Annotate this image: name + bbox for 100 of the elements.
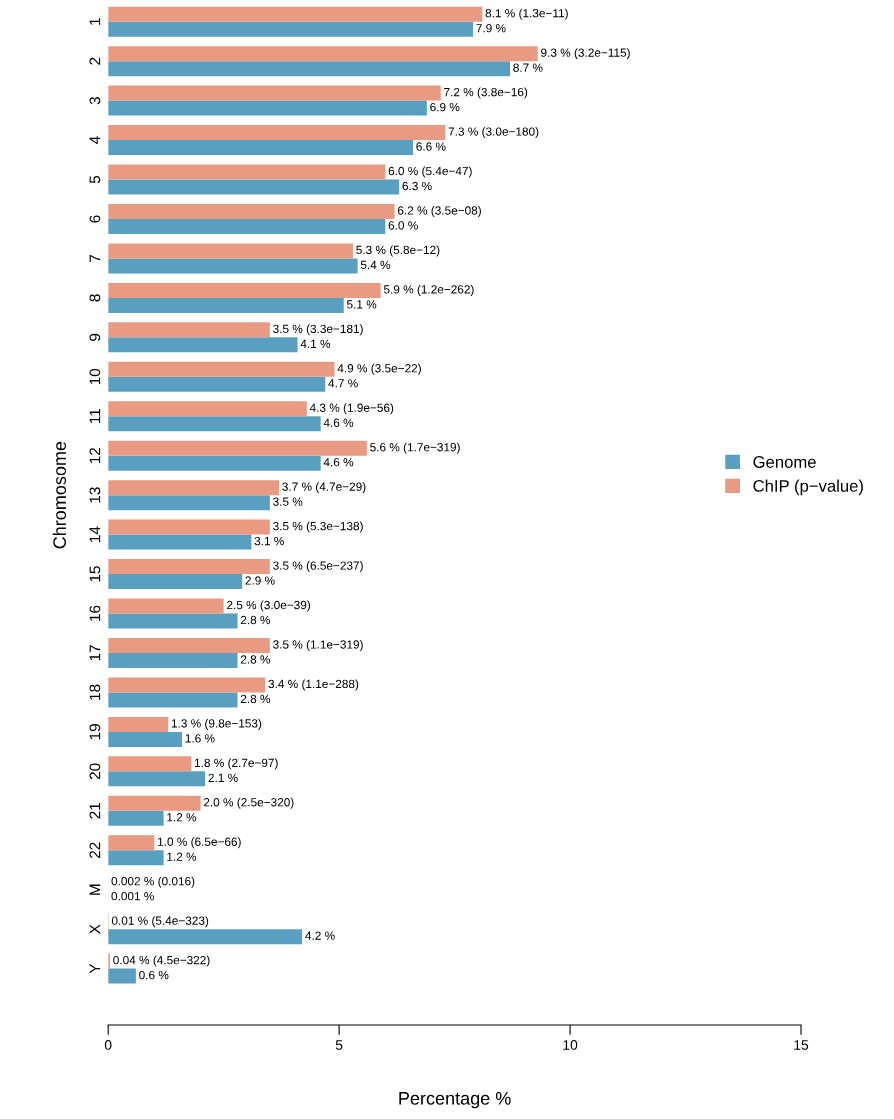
- data-label: 6.3 %: [402, 181, 432, 191]
- bar: [108, 929, 303, 945]
- x-tick-label: 15: [794, 1040, 809, 1050]
- y-tick-label: 16: [89, 605, 101, 621]
- data-label: 8.7 %: [513, 63, 543, 72]
- bar: [108, 771, 206, 787]
- data-label: 8.1 % (1.3e−11): [485, 8, 568, 20]
- data-label: 1.6 %: [185, 734, 215, 743]
- data-label: 2.8 %: [240, 655, 271, 664]
- y-tick-label: 10: [89, 368, 101, 385]
- data-label: 7.9 %: [476, 24, 506, 33]
- data-label: 0.6 %: [139, 970, 169, 980]
- bar: [108, 440, 367, 456]
- data-label: 1.8 % (2.7e−97): [194, 758, 278, 770]
- data-label: 3.1 %: [254, 536, 284, 546]
- bar: [108, 322, 270, 338]
- y-tick-label: 1: [89, 18, 101, 25]
- x-tick-label: 10: [563, 1039, 578, 1050]
- bar: [108, 850, 164, 866]
- bar: [108, 203, 395, 219]
- bar: [108, 598, 224, 614]
- y-tick-label: 17: [89, 645, 101, 661]
- bar: [108, 677, 266, 693]
- y-tick-label: 20: [89, 763, 101, 780]
- legend-label: Genome: [753, 456, 816, 468]
- data-label: 0.002 % (0.016): [111, 876, 195, 888]
- data-label: 5.6 % (1.7e−319): [370, 442, 460, 454]
- y-tick-label: 7: [89, 254, 101, 262]
- bar: [108, 361, 335, 377]
- bar: [108, 218, 386, 234]
- data-label: 5.1 %: [346, 300, 377, 309]
- bar: [108, 559, 270, 575]
- bar: [108, 574, 243, 590]
- bar: [108, 613, 238, 629]
- bar: [108, 297, 344, 313]
- data-label: 1.2 %: [167, 852, 197, 861]
- bar: [108, 835, 155, 851]
- data-label: 3.5 %: [273, 497, 303, 506]
- y-tick-label: 13: [89, 487, 101, 503]
- data-label: 3.7 % (4.7e−29): [282, 482, 366, 494]
- bar: [108, 810, 164, 826]
- bar: [108, 652, 238, 668]
- bar: [108, 376, 326, 392]
- legend-label: ChIP (p−value): [753, 479, 863, 496]
- bar: [108, 637, 270, 653]
- y-tick-label: 5: [89, 175, 101, 184]
- data-label: 7.2 % (3.8e−16): [444, 87, 528, 99]
- data-label: 3.5 % (5.3e−138): [273, 521, 363, 533]
- data-label: 6.2 % (3.5e−08): [397, 205, 481, 217]
- data-label: 3.4 % (1.1e−288): [268, 679, 359, 691]
- data-label: 9.3 % (3.2e−115): [541, 48, 630, 60]
- data-label: 6.9 %: [430, 102, 460, 112]
- y-tick-label: 4: [89, 136, 101, 144]
- bar: [108, 282, 381, 298]
- y-tick-label: 11: [89, 409, 101, 424]
- y-axis-title: Chromosome: [52, 441, 67, 549]
- bar: [108, 534, 252, 550]
- x-tick-label: 0: [104, 1039, 112, 1050]
- bar: [108, 756, 192, 772]
- bar: [108, 480, 280, 496]
- data-label: 5.3 % (5.8e−12): [356, 245, 440, 257]
- data-label: 0.01 % (5.4e−323): [111, 916, 209, 928]
- data-label: 1.2 %: [167, 813, 197, 822]
- y-tick-label: M: [89, 884, 101, 895]
- y-tick-label: 9: [89, 333, 101, 341]
- data-label: 6.0 % (5.4e−47): [388, 166, 472, 178]
- data-label: 6.6 %: [416, 142, 446, 151]
- y-tick-label: 15: [89, 566, 101, 582]
- data-label: 4.1 %: [300, 339, 331, 348]
- y-tick-label: 6: [89, 215, 101, 223]
- data-label: 4.6 %: [323, 458, 354, 467]
- data-label: 7.3 % (3.0e−180): [448, 127, 539, 139]
- data-label: 0.04 % (4.5e−322): [113, 955, 210, 967]
- y-tick-label: 21: [89, 803, 101, 819]
- bar: [108, 258, 358, 274]
- bar: [108, 795, 201, 811]
- data-label: 1.3 % (9.8e−153): [171, 718, 262, 730]
- bar: [108, 416, 321, 432]
- data-label: 5.4 %: [360, 260, 391, 270]
- data-label: 2.5 % (3.0e−39): [227, 600, 311, 612]
- y-tick-label: 8: [89, 294, 101, 302]
- bar: [108, 179, 400, 195]
- data-label: 2.1 %: [208, 773, 238, 782]
- bar: [108, 61, 511, 77]
- x-tick-label: 5: [335, 1040, 343, 1050]
- bar: [108, 243, 353, 259]
- y-tick-label: 14: [89, 526, 101, 542]
- data-label: 0.001 %: [111, 892, 154, 901]
- bar: [108, 337, 298, 353]
- y-tick-label: 22: [89, 842, 101, 858]
- bar: [108, 692, 238, 708]
- bar: [108, 731, 183, 747]
- data-label: 4.6 %: [323, 418, 354, 427]
- data-label: 2.9 %: [245, 576, 275, 585]
- data-label: 2.0 % (2.5e−320): [203, 797, 294, 809]
- bar: [108, 21, 474, 37]
- bar: [108, 716, 169, 732]
- data-label: 5.9 % (1.2e−262): [383, 284, 474, 296]
- data-label: 6.0 %: [388, 221, 418, 230]
- bar: [108, 455, 321, 471]
